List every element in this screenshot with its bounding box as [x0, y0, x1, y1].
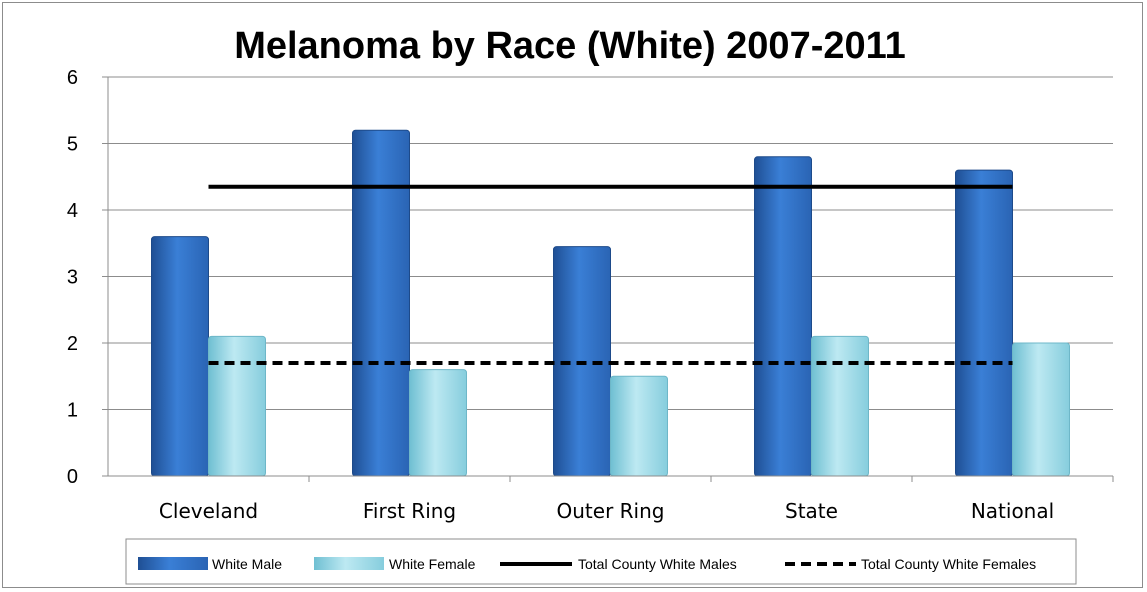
- x-axis-labels: Cleveland First Ring Outer Ring State Nation…: [159, 499, 1054, 523]
- bar-white-male-first-ring: [352, 129, 410, 477]
- reference-lines: [208, 184, 1013, 365]
- y-tick-label: 1: [67, 400, 78, 422]
- y-tick-label: 2: [67, 333, 78, 355]
- bar-white-female-first-ring: [409, 369, 467, 477]
- x-tick-label-state: State: [785, 499, 838, 523]
- gridlines: [108, 76, 1113, 410]
- legend-box: [125, 538, 1077, 585]
- y-tick-label: 0: [67, 466, 78, 488]
- x-tick-label-outer-ring: Outer Ring: [557, 499, 665, 523]
- y-tick-label: 4: [67, 200, 78, 222]
- legend-swatch-white-male: [138, 557, 208, 570]
- axes: [107, 77, 1114, 482]
- bar-white-male-national: [955, 169, 1013, 477]
- legend-label-total-county-white-males: Total County White Males: [578, 556, 737, 572]
- bar-white-female-state: [811, 335, 869, 477]
- legend: White Male White Female Total County Whi…: [125, 538, 1077, 585]
- bar-white-female-cleveland: [208, 335, 266, 477]
- legend-label-white-female: White Female: [389, 556, 476, 572]
- x-tick-label-first-ring: First Ring: [363, 499, 456, 523]
- y-tick-label: 5: [67, 134, 78, 156]
- y-tick-label: 6: [67, 67, 78, 89]
- x-tick-label-cleveland: Cleveland: [159, 499, 258, 523]
- legend-label-total-county-white-females: Total County White Females: [861, 556, 1036, 572]
- chart-title: Melanoma by Race (White) 2007-2011: [234, 25, 906, 67]
- legend-swatch-white-female: [314, 557, 384, 570]
- bars: [151, 129, 1070, 477]
- bar-white-female-national: [1012, 342, 1070, 477]
- legend-label-white-male: White Male: [212, 556, 282, 572]
- y-tick-label: 3: [67, 267, 78, 289]
- bar-white-male-cleveland: [151, 236, 209, 477]
- y-axis-ticks: 0 1 2 3 4 5 6: [67, 67, 108, 488]
- x-tick-label-national: National: [971, 499, 1054, 523]
- bar-white-female-outer-ring: [610, 375, 668, 477]
- bar-white-male-state: [754, 156, 812, 477]
